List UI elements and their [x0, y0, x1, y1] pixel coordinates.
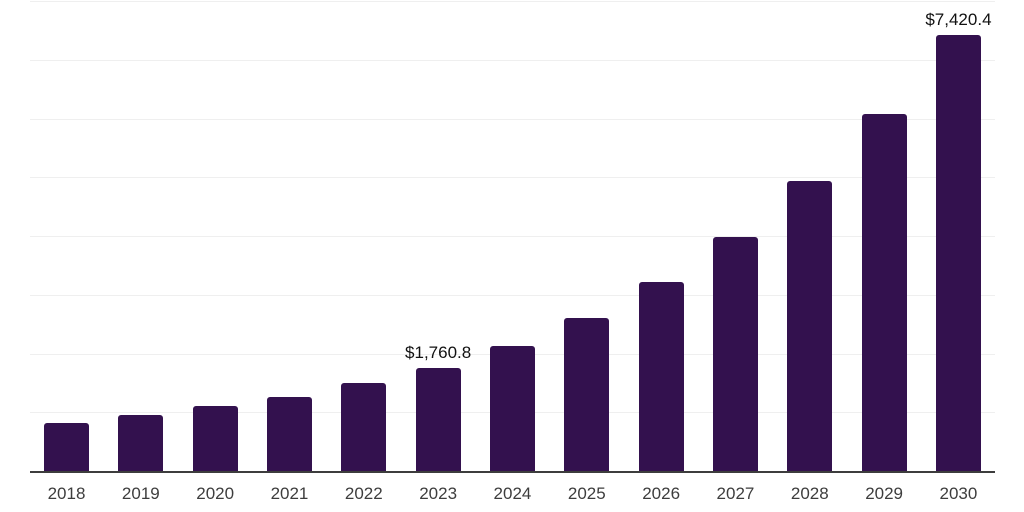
bar-2024[interactable]	[489, 346, 535, 471]
bar-value-label-2023: $1,760.8	[405, 342, 472, 362]
bar-group-2018	[44, 1, 89, 471]
bar-group-2019	[118, 1, 164, 471]
gridline	[30, 294, 995, 296]
bars-layer: $1,760.8 $7,420.4	[30, 1, 995, 471]
plot-area: $1,760.8 $7,420.4	[30, 1, 995, 473]
x-axis: 2018 2019 2020 2021 2022 2023 2024 2025 2026 2027…	[30, 482, 995, 506]
bar-2025[interactable]	[564, 317, 610, 471]
bar-2030[interactable]	[935, 35, 981, 471]
bar-2021[interactable]	[266, 396, 312, 471]
x-tick-label-2020: 2020	[196, 484, 235, 503]
x-tick-label-2027: 2027	[716, 484, 755, 503]
bar-2023[interactable]	[415, 367, 461, 471]
x-tick-label-2019: 2019	[121, 484, 160, 503]
bar-group-2028	[787, 1, 833, 471]
bar-2028[interactable]	[787, 180, 833, 471]
bar-2018[interactable]	[44, 423, 89, 471]
bar-2029[interactable]	[861, 113, 907, 471]
bar-2020[interactable]	[192, 406, 238, 471]
gridline	[30, 236, 995, 237]
bar-group-2030: $7,420.4	[925, 1, 992, 471]
bar-group-2023: $1,760.8	[405, 1, 471, 471]
x-tick-label-2023: 2023	[419, 484, 458, 503]
x-tick-label-2018: 2018	[47, 484, 86, 503]
gridline	[30, 1, 995, 2]
x-tick-label-2026: 2026	[642, 484, 681, 503]
bar-value-label-2030: $7,420.4	[925, 10, 992, 30]
bar-group-2025	[564, 1, 610, 471]
x-tick-label-2029: 2029	[865, 484, 904, 503]
x-tick-label-2022: 2022	[344, 484, 383, 503]
bar-2026[interactable]	[638, 281, 684, 471]
x-tick-label-2028: 2028	[790, 484, 829, 503]
bar-group-2020	[192, 1, 238, 471]
bar-2019[interactable]	[118, 414, 164, 471]
bar-group-2024	[489, 1, 535, 471]
x-tick-label-2025: 2025	[567, 484, 606, 503]
bar-2027[interactable]	[712, 237, 758, 471]
x-tick-label-2030: 2030	[939, 484, 978, 503]
bar-group-2029	[861, 1, 907, 471]
x-tick-label-2021: 2021	[270, 484, 309, 503]
gridline	[30, 177, 995, 179]
gridline	[30, 59, 995, 61]
bar-group-2021	[266, 1, 312, 471]
gridline	[30, 118, 995, 120]
bar-group-2027	[712, 1, 758, 471]
x-tick-label-2024: 2024	[493, 484, 532, 503]
bar-group-2022	[341, 1, 387, 471]
bar-2022[interactable]	[341, 383, 387, 471]
bar-group-2026	[638, 1, 684, 471]
